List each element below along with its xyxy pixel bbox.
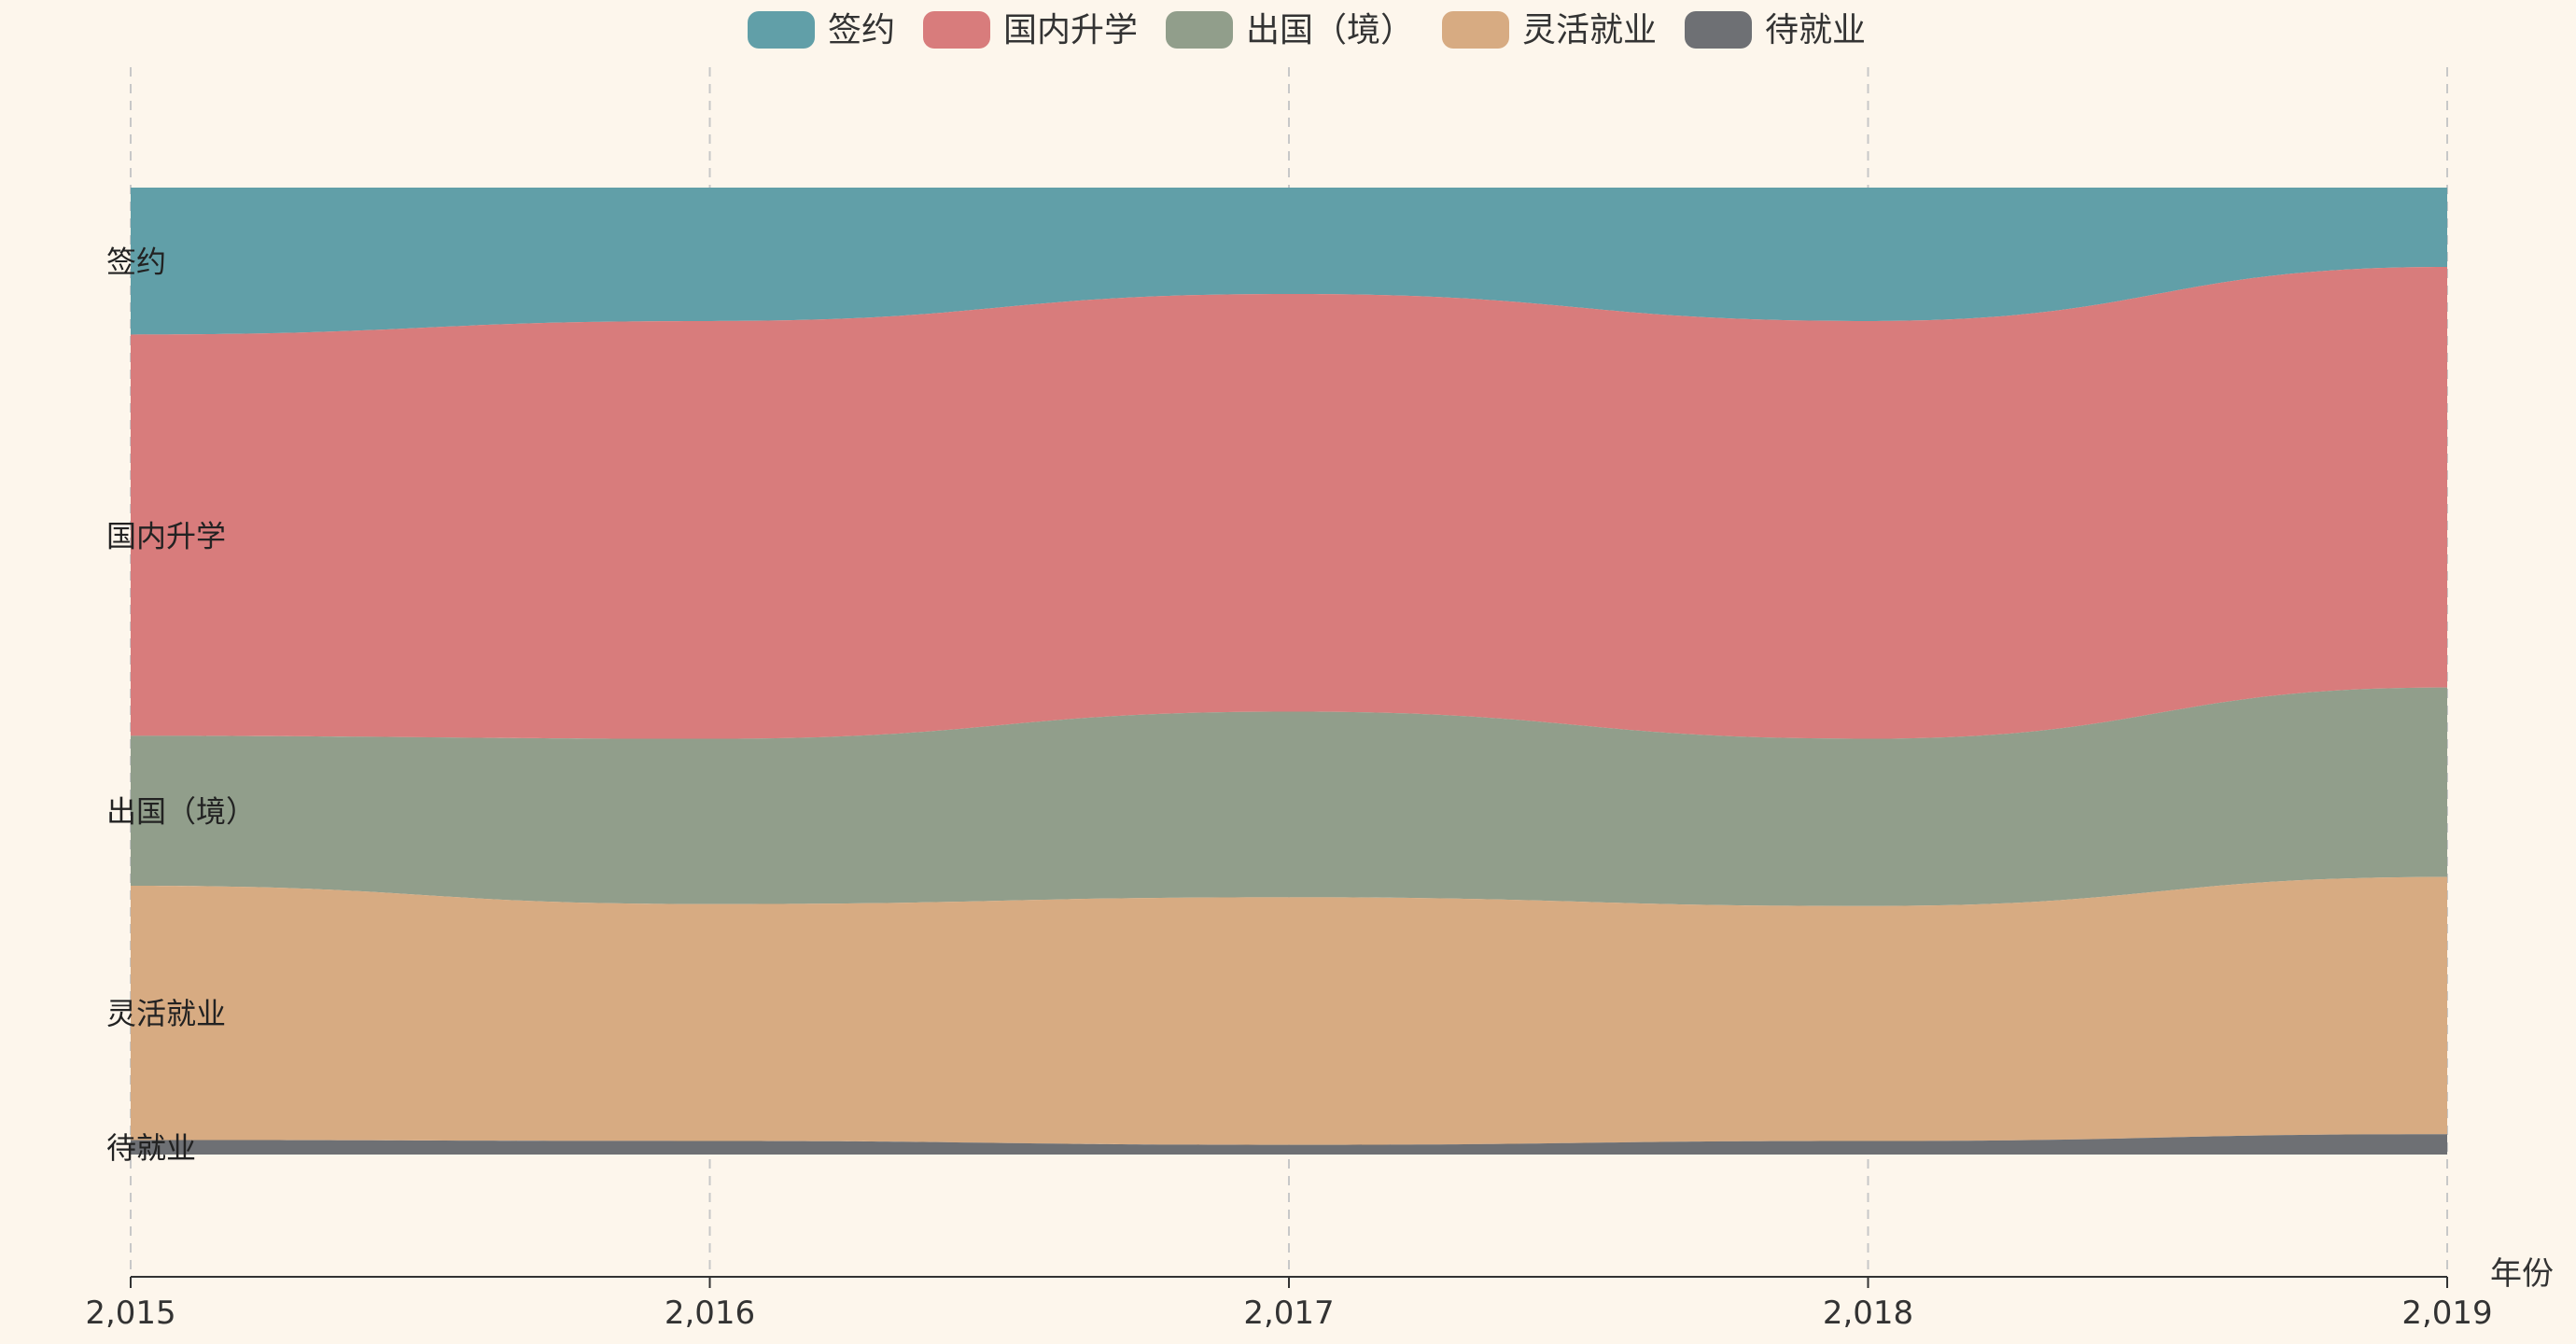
x-tick-label: 2,019 bbox=[2401, 1295, 2492, 1332]
x-tick-label: 2,016 bbox=[665, 1295, 755, 1332]
legend[interactable]: 签约 国内升学 出国（境） 灵活就业 待就业 bbox=[748, 11, 1866, 49]
area-3[interactable] bbox=[131, 876, 2447, 1145]
series-label: 出国（境） bbox=[106, 794, 256, 830]
legend-label: 灵活就业 bbox=[1522, 11, 1657, 49]
series-label: 签约 bbox=[106, 245, 166, 280]
legend-label: 国内升学 bbox=[1003, 11, 1138, 49]
x-axis-title: 年份 bbox=[2490, 1255, 2554, 1293]
x-tick-label: 2,015 bbox=[85, 1295, 175, 1332]
legend-label: 出国（境） bbox=[1246, 11, 1414, 49]
area-2[interactable] bbox=[131, 687, 2447, 906]
legend-swatch bbox=[1166, 11, 1233, 49]
area-0[interactable] bbox=[131, 188, 2447, 335]
legend-label: 签约 bbox=[828, 11, 895, 49]
area-4[interactable] bbox=[131, 1134, 2447, 1155]
legend-item[interactable]: 待就业 bbox=[1685, 11, 1866, 49]
legend-item[interactable]: 国内升学 bbox=[923, 11, 1138, 49]
x-tick-label: 2,017 bbox=[1243, 1295, 1334, 1332]
x-tick-label: 2,018 bbox=[1823, 1295, 1913, 1332]
legend-item[interactable]: 出国（境） bbox=[1166, 11, 1414, 49]
legend-swatch bbox=[748, 11, 815, 49]
area-1[interactable] bbox=[131, 266, 2447, 739]
legend-swatch bbox=[923, 11, 990, 49]
stacked-areas bbox=[131, 188, 2447, 1155]
legend-item[interactable]: 签约 bbox=[748, 11, 895, 49]
legend-label: 待就业 bbox=[1765, 11, 1866, 49]
legend-swatch bbox=[1442, 11, 1509, 49]
legend-swatch bbox=[1685, 11, 1752, 49]
legend-item[interactable]: 灵活就业 bbox=[1442, 11, 1657, 49]
series-label: 灵活就业 bbox=[106, 996, 226, 1031]
series-label: 待就业 bbox=[106, 1130, 196, 1166]
series-label: 国内升学 bbox=[106, 518, 226, 553]
